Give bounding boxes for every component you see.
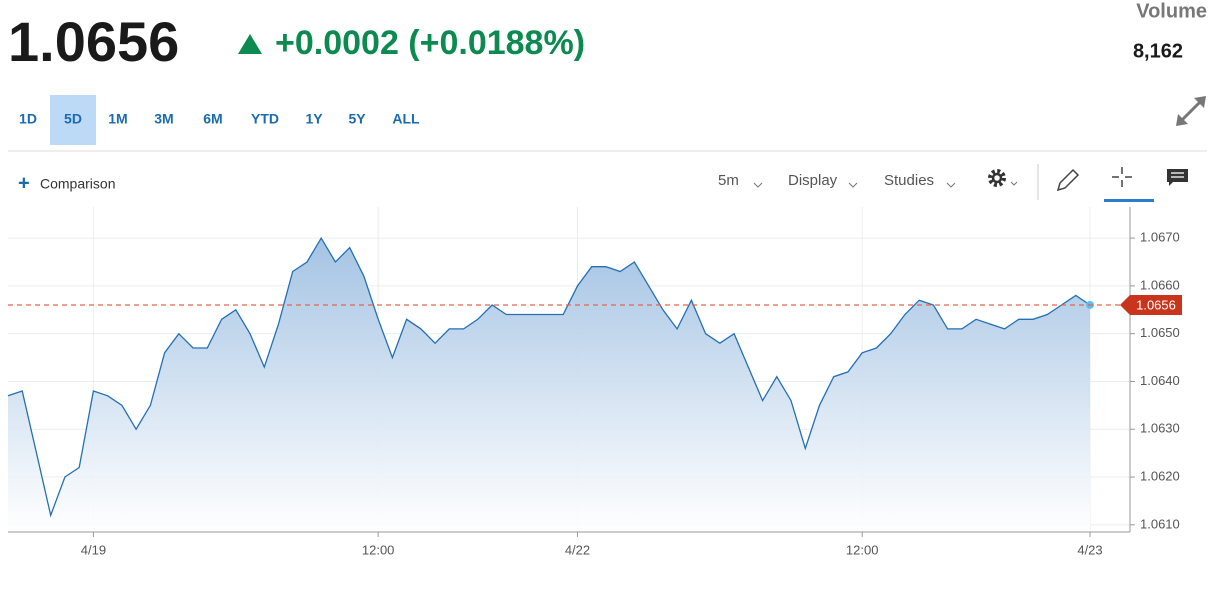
last-price-tag: [1120, 294, 1182, 315]
y-tick-label: 1.0660: [1140, 277, 1180, 292]
range-button[interactable]: 1M: [108, 111, 127, 127]
y-tick-label: 1.0650: [1140, 325, 1180, 340]
active-tool-underline: [1104, 199, 1154, 202]
range-button[interactable]: 5Y: [348, 111, 366, 127]
area-fill: [8, 238, 1090, 532]
last-price-label: 1.0656: [1136, 297, 1176, 312]
display-button[interactable]: Display: [788, 172, 838, 189]
volume-value: 8,162: [1133, 40, 1183, 62]
plus-icon[interactable]: +: [18, 172, 30, 194]
x-tick-label: 12:00: [846, 542, 879, 557]
price-change: +0.0002 (+0.0188%): [275, 24, 585, 62]
up-arrow: [238, 34, 262, 54]
range-button[interactable]: 1Y: [305, 111, 323, 127]
chevron: [946, 182, 956, 188]
expand-icon[interactable]: [1176, 96, 1206, 126]
range-button[interactable]: 5D: [64, 111, 82, 127]
draw-icon[interactable]: [1056, 168, 1080, 192]
x-tick-label: 12:00: [362, 542, 395, 557]
chart: 1.0610 1.0620 1.0630 1.0640 1.0650 1.0660 1.06…: [7, 207, 1182, 557]
y-tick-label: 1.0610: [1140, 516, 1180, 531]
comparison-button[interactable]: Comparison: [40, 176, 115, 192]
range-button[interactable]: ALL: [392, 111, 420, 127]
settings-icon[interactable]: [988, 169, 1018, 187]
range-buttons: 1D 5D 1M 3M 6M YTD 1Y 5Y ALL: [19, 111, 420, 127]
price: 1.0656: [8, 10, 179, 73]
y-tick-label: 1.0620: [1140, 468, 1180, 483]
chevron: [848, 182, 858, 188]
range-selected-bg: [50, 95, 96, 145]
range-button[interactable]: 1D: [19, 111, 37, 127]
studies-button[interactable]: Studies: [884, 172, 934, 189]
y-tick-label: 1.0640: [1140, 373, 1180, 388]
interval-button[interactable]: 5m: [718, 172, 739, 189]
y-tick-label: 1.0630: [1140, 421, 1180, 436]
x-tick-label: 4/23: [1077, 542, 1102, 557]
y-tick-label: 1.0670: [1140, 230, 1180, 245]
x-tick-label: 4/22: [565, 542, 590, 557]
x-tick-label: 4/19: [81, 542, 106, 557]
range-button[interactable]: YTD: [251, 111, 279, 127]
range-button[interactable]: 6M: [203, 111, 222, 127]
range-button[interactable]: 3M: [154, 111, 173, 127]
crosshair-icon[interactable]: [1112, 167, 1132, 187]
volume-label: Volume: [1136, 0, 1207, 22]
chevron: [753, 182, 763, 188]
price-line: [7, 236, 1091, 518]
